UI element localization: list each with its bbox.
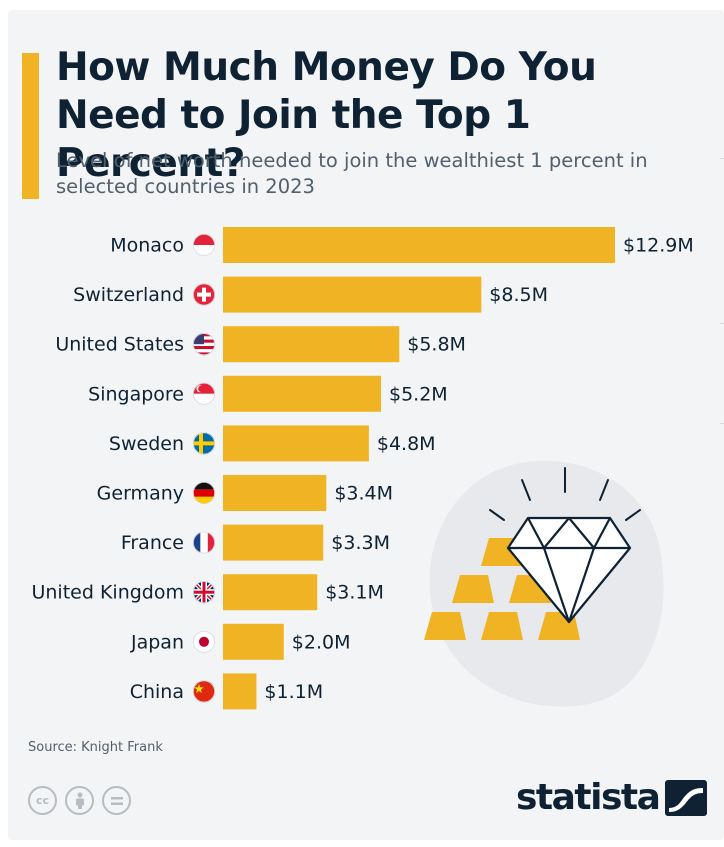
bar — [223, 375, 382, 412]
value-label: $5.8M — [407, 334, 466, 356]
category-label: Singapore — [88, 383, 184, 405]
value-label: $3.4M — [334, 483, 393, 505]
united-kingdom-flag-icon — [192, 581, 216, 604]
value-label: $5.2M — [389, 383, 448, 405]
tick-mark — [720, 158, 724, 159]
bar — [223, 673, 257, 710]
bar — [223, 574, 318, 611]
chart-title: How Much Money Do You Need to Join the T… — [56, 45, 597, 186]
license-icons: cc — [28, 786, 131, 815]
tick-mark — [720, 323, 724, 324]
bar — [223, 425, 369, 462]
value-label: $8.5M — [489, 284, 548, 306]
bar-row: Japan $2.0M — [130, 623, 351, 660]
bar-row: Germany $3.4M — [97, 475, 393, 511]
bar — [223, 623, 284, 660]
value-label: $3.3M — [331, 532, 390, 554]
category-label: France — [121, 532, 184, 554]
brand-wordmark: statista — [516, 777, 661, 818]
monaco-flag-icon — [192, 233, 216, 257]
category-label: China — [130, 681, 184, 703]
bar-row: France $3.3M — [121, 524, 390, 561]
statista-mark-icon — [665, 780, 708, 816]
diamond-icon — [506, 516, 632, 624]
value-label: $12.9M — [623, 235, 694, 257]
bar-row: United Kingdom $3.1M — [31, 574, 384, 611]
switzerland-flag-icon — [192, 283, 216, 306]
bar-row: United States $5.8M — [55, 326, 466, 363]
sweden-flag-icon — [192, 432, 216, 455]
bar — [223, 227, 615, 263]
bar — [223, 326, 400, 363]
france-flag-icon — [192, 531, 216, 554]
value-label: $3.1M — [325, 582, 384, 604]
category-label: United Kingdom — [31, 582, 184, 604]
bar-row: Switzerland $8.5M — [73, 276, 548, 313]
chart-card — [8, 10, 724, 840]
bar-row: Sweden $4.8M — [109, 425, 436, 462]
value-label: $2.0M — [292, 631, 351, 653]
sparkle-icon — [489, 467, 641, 521]
germany-flag-icon — [192, 481, 216, 505]
tick-mark — [720, 423, 724, 424]
value-label: $1.1M — [264, 681, 323, 703]
gold-bars-icon — [424, 538, 580, 640]
bar-chart: Monaco $12.9M Switzerland $8.5M United State… — [31, 227, 694, 710]
bar — [223, 524, 324, 561]
bar — [223, 475, 327, 511]
category-label: Monaco — [110, 235, 184, 257]
japan-flag-icon — [192, 630, 216, 653]
cc-icon[interactable]: cc — [28, 786, 57, 815]
bar-row: China $1.1M — [130, 673, 323, 710]
bar-row: Monaco $12.9M — [110, 227, 694, 263]
category-label: Switzerland — [73, 284, 184, 306]
category-label: Germany — [97, 483, 184, 505]
bar — [223, 276, 482, 313]
attribution-icon[interactable] — [65, 786, 94, 815]
united-states-flag-icon — [192, 333, 216, 356]
title-accent-bar — [22, 53, 39, 199]
category-label: Sweden — [109, 433, 184, 455]
source-note: Source: Knight Frank — [28, 740, 163, 755]
statista-logo[interactable]: statista — [516, 777, 708, 818]
category-label: United States — [55, 334, 184, 356]
bar-row: Singapore $5.2M — [88, 375, 448, 412]
chart-subtitle: Level of net worth needed to join the we… — [56, 149, 648, 198]
diamond-gold-illustration — [424, 467, 641, 640]
china-flag-icon — [192, 680, 216, 703]
value-label: $4.8M — [377, 433, 436, 455]
category-label: Japan — [130, 631, 184, 653]
singapore-flag-icon — [192, 382, 216, 405]
no-derivatives-icon[interactable] — [102, 786, 131, 815]
